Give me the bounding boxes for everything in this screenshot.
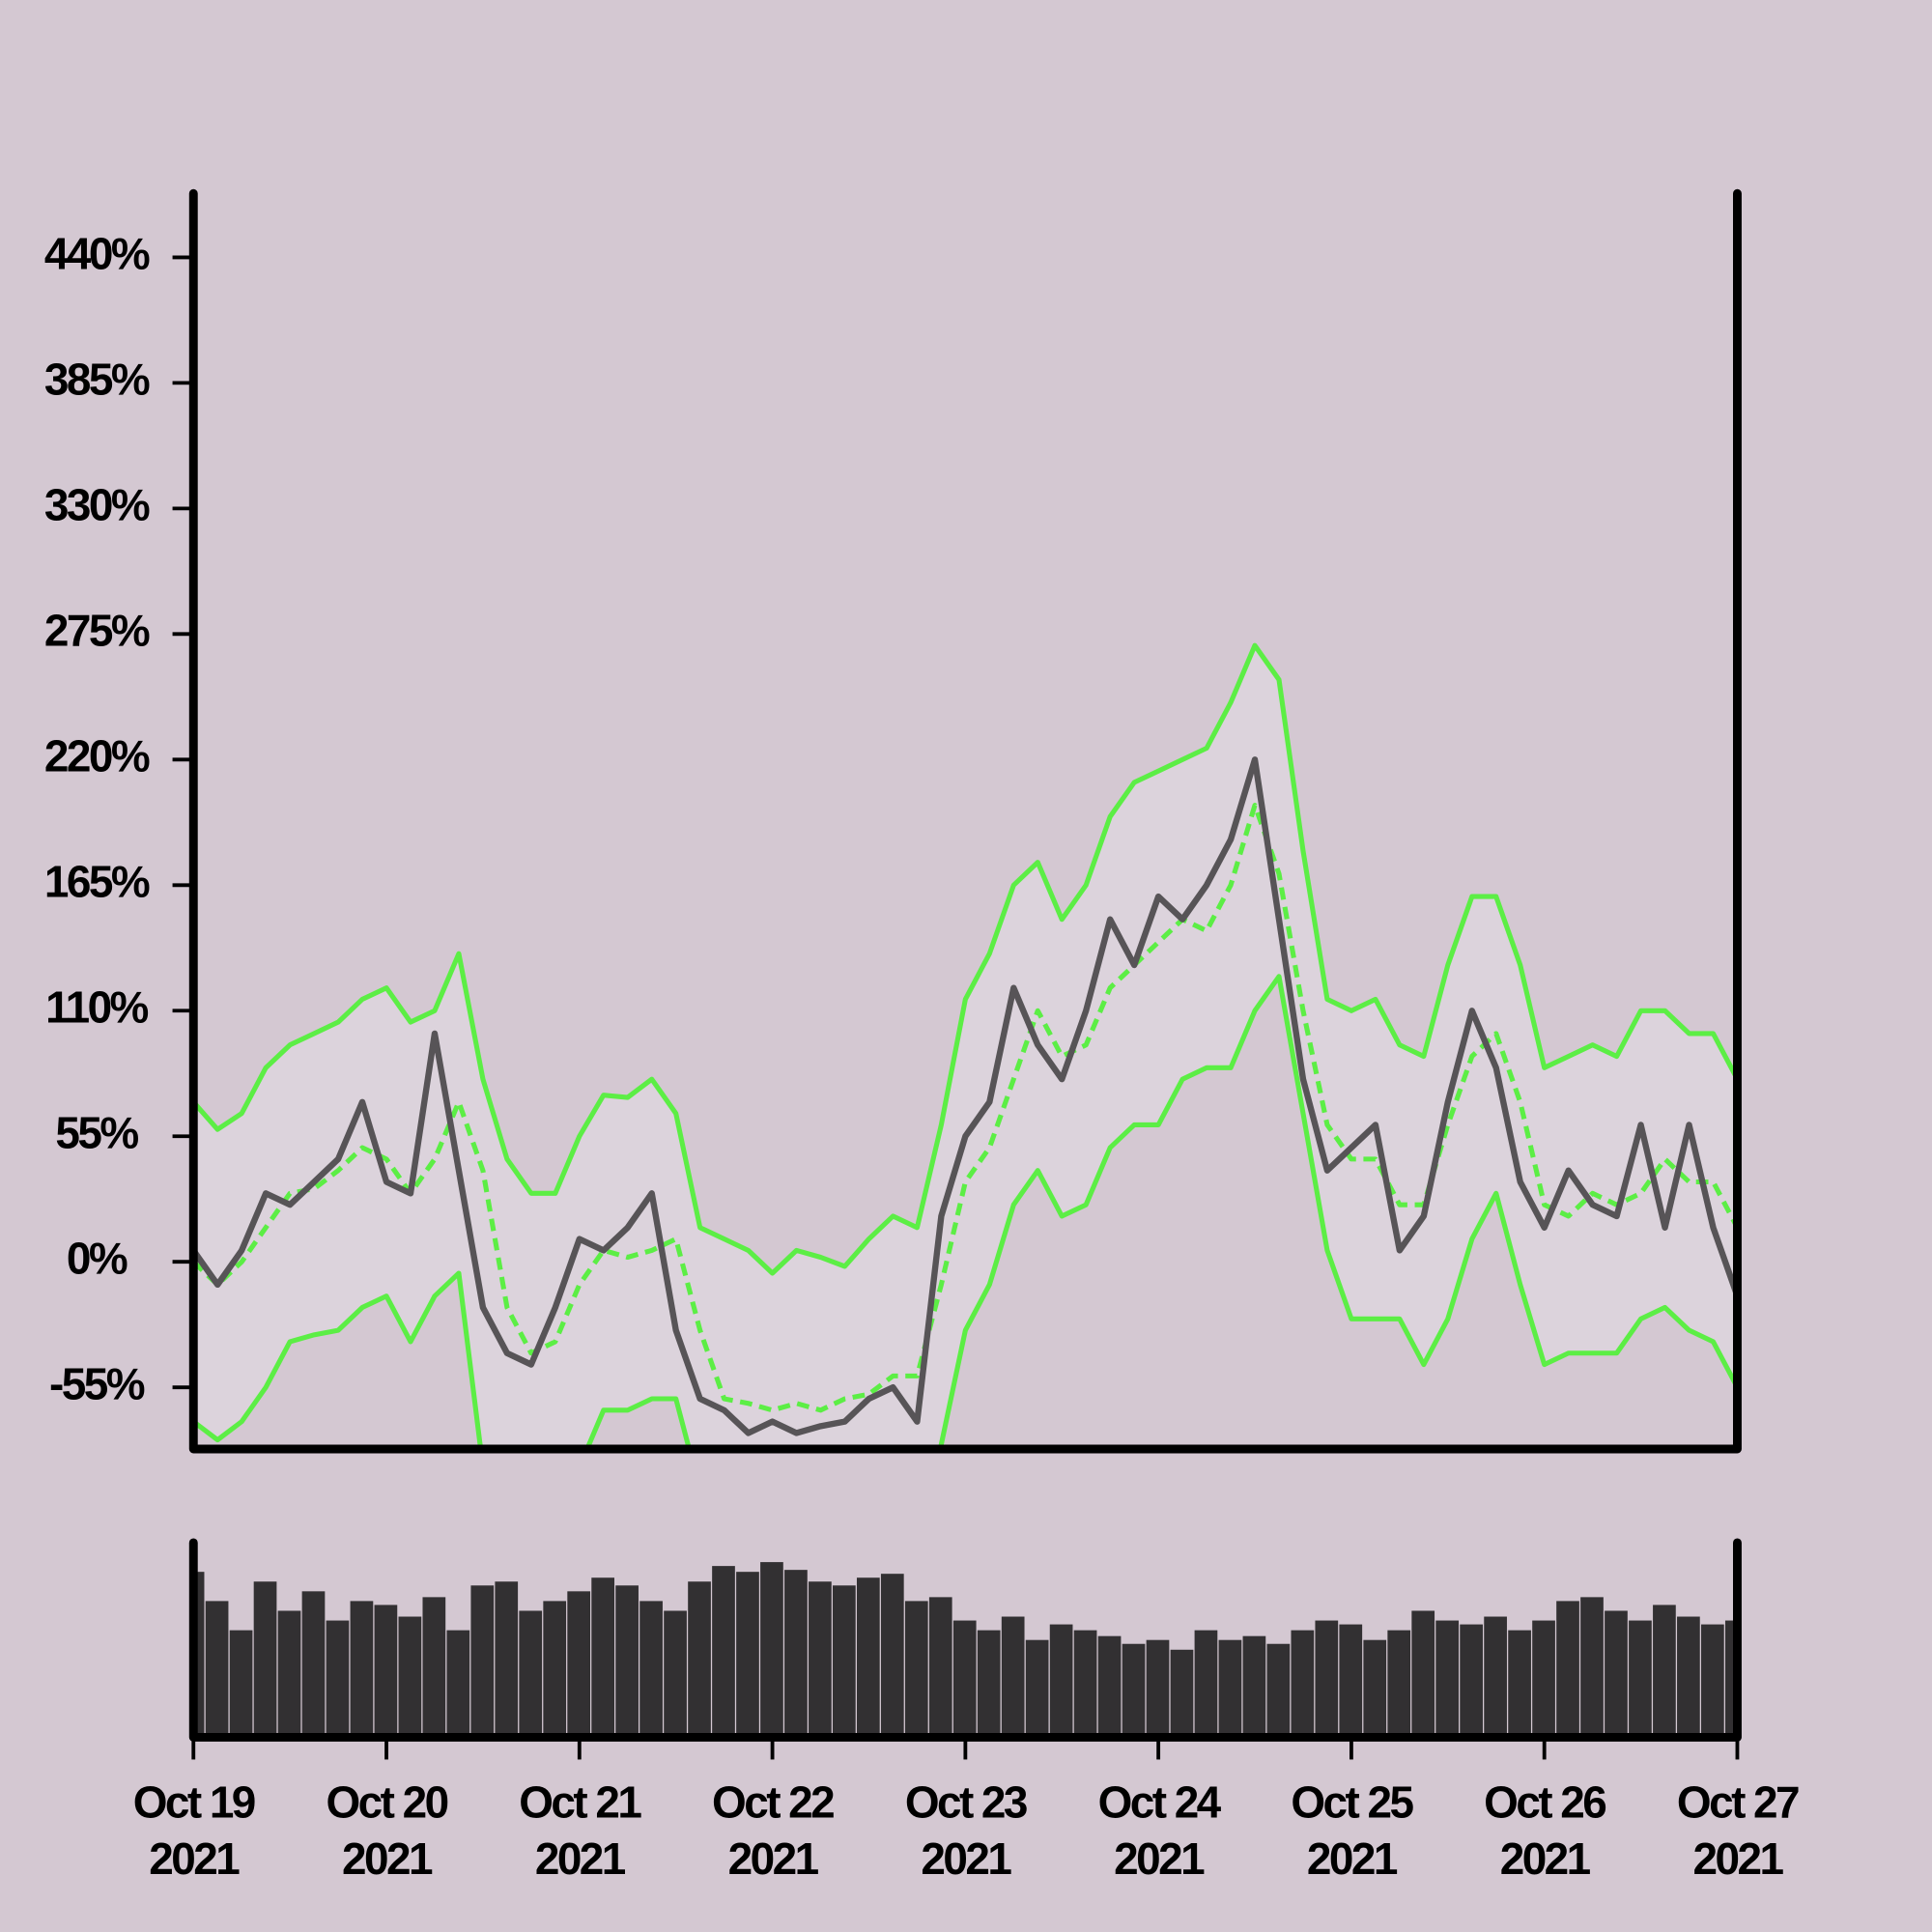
y-tick-label: -55% [49,1358,145,1408]
y-tick-label: 385% [44,355,150,405]
volume-bar [1411,1610,1435,1738]
y-tick-label: 440% [44,229,150,279]
volume-bar [1242,1635,1266,1738]
volume-bar [205,1601,229,1738]
volume-bar [1435,1620,1460,1738]
volume-bar [809,1581,832,1738]
y-tick-label: 330% [44,479,150,529]
volume-bar [229,1630,253,1738]
volume-bar [1218,1639,1242,1738]
volume-bar [1315,1620,1339,1738]
volume-bar [1508,1630,1531,1738]
volume-bar [977,1630,1001,1738]
volume-bar [1653,1605,1676,1738]
y-tick-label: 165% [44,856,150,906]
volume-bar [1484,1616,1507,1738]
volume-bar [567,1591,591,1738]
volume-bar [374,1605,398,1738]
volume-bar [880,1574,904,1738]
axes: -55% 0% 55% 110% 165% 220% 275% 330% 385% 440% [44,188,1742,1760]
volume-bar [1460,1624,1483,1738]
volume-bar [1339,1624,1363,1738]
y-tick-label: 55% [55,1107,138,1157]
x-tick-label: Oct 25 2021 [1291,1776,1414,1885]
volume-bar [736,1572,759,1738]
x-tick-label: Oct 22 2021 [712,1776,836,1885]
volume-bar [784,1570,808,1738]
volume-bar [1291,1630,1315,1738]
volume-bar [856,1577,880,1738]
volume-bar [422,1597,446,1738]
volume-bar [326,1620,350,1738]
volume-bar [712,1566,735,1738]
volume-bar [639,1601,663,1738]
band-line [193,642,1738,1276]
volume-bar [193,1572,205,1738]
volume-bar [350,1601,374,1738]
volume-bar [277,1610,301,1738]
volume-bar [398,1616,422,1738]
x-tick-label: Oct 24 2021 [1097,1776,1222,1885]
volume-bar [688,1581,711,1738]
volume-bar [1532,1620,1555,1738]
volume-bar [1387,1630,1411,1738]
volume-bar [1556,1601,1579,1738]
volume-bar [1363,1639,1387,1738]
volume-bar [519,1610,543,1738]
volume-bar [1629,1620,1652,1738]
volume-bar [1001,1616,1025,1738]
volume-bar [470,1585,495,1738]
volume-bar [543,1601,567,1738]
price-plot [193,642,1738,1449]
volume-plot [193,1562,1738,1738]
y-tick-label: 275% [44,605,150,655]
y-tick-label: 110% [45,981,148,1032]
volume-bar [615,1585,639,1738]
x-tick-label: Oct 20 2021 [326,1776,449,1885]
volume-bar [1170,1649,1194,1738]
volume-bar [1194,1630,1218,1738]
price-frame [188,188,1742,1454]
price-line [193,756,1738,1436]
band-line [193,974,1738,1449]
volume-bar [928,1597,952,1738]
volume-bar [1097,1635,1122,1738]
volume-bar [1580,1597,1604,1738]
x-tick-label: Oct 19 2021 [132,1776,257,1885]
volume-bar [1122,1643,1146,1738]
volume-bar [952,1620,977,1738]
y-tick-label: 220% [44,730,150,781]
volume-bar [1605,1610,1628,1738]
volume-bar [760,1562,783,1738]
volume-bar [1677,1616,1700,1738]
volume-bar [664,1610,687,1738]
volume-bar [904,1601,928,1738]
volume-bar [1049,1624,1073,1738]
x-tick-label: Oct 27 2021 [1676,1776,1801,1885]
volume-bar [253,1581,277,1738]
y-tick-label: 0% [67,1233,128,1283]
volume-bar [495,1581,519,1738]
volume-bar [1073,1630,1097,1738]
volume-bar [446,1630,470,1738]
volume-bar [833,1585,856,1738]
volume-bar [301,1591,326,1738]
volume-bar [1266,1643,1291,1738]
x-tick-label: Oct 26 2021 [1484,1776,1607,1885]
x-tick-label: Oct 21 2021 [519,1776,642,1885]
volume-bar [1146,1639,1170,1738]
volume-bar [1025,1639,1049,1738]
volume-bar [591,1577,614,1738]
x-tick-label: Oct 23 2021 [904,1776,1029,1885]
volume-bar [1701,1624,1724,1738]
